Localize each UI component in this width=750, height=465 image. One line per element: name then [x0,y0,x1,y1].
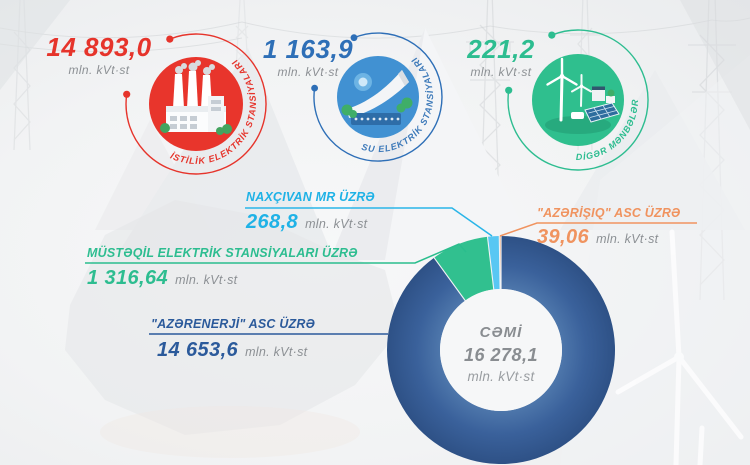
donut-center-disc [440,289,562,411]
naxcivan-leader-line [245,207,493,237]
renewables-icon [532,54,624,146]
other-unit: mln. kVt·st [470,65,532,79]
map-silhouette [65,200,400,435]
thermal-ring-arc [125,33,267,175]
thermal-value: 14 893,0 [46,32,152,62]
corner-shade-right [680,0,750,130]
hydro-value-block: 1 163,9 mln. kVt·st [260,36,356,78]
naxcivan-label: NAXÇIVAN MR ÜZRƏ [246,190,375,204]
azerenerji-unit: mln. kVt·st [245,344,308,359]
turbine-hub [674,352,684,362]
azerenerji-value: 14 653,6 [157,338,239,361]
donut-segment-azerenerji [387,236,616,465]
azerisiq-unit: mln. kVt·st [596,231,659,246]
donut-segment-mustaqil [434,236,494,301]
thermal-plant-icon [149,57,243,151]
hydro-value: 1 163,9 [262,34,354,64]
donut-total-value: 16 278,1 [463,345,539,365]
other-value-block: 221,2 mln. kVt·st [458,36,544,78]
corner-shade-left [0,0,70,90]
hydro-plant-icon [337,56,419,138]
mustaqil-leader-line [85,243,467,264]
donut-separator [498,235,501,290]
donut-total-unit: mln. kVt·st [467,369,535,384]
naxcivan-callout: NAXÇIVAN MR ÜZRƏ 268,8 mln. kVt·st [246,191,375,232]
naxcivan-value: 268,8 [246,210,299,233]
azerisiq-leader-line [499,222,697,237]
naxcivan-unit: mln. kVt·st [305,216,368,231]
wind-turbine-watermark [615,229,744,465]
mustaqil-label: MÜSTƏQİL ELEKTRİK STANSİYALARI ÜZRƏ [87,246,358,260]
hydro-unit: mln. kVt·st [277,65,339,79]
hydro-ring-arc [313,32,443,162]
other-ring-arc [507,29,649,171]
donut-segment-naxcivan [487,236,501,290]
thermal-unit: mln. kVt·st [68,63,130,77]
azerenerji-callout: "AZƏRENERJİ" ASC ÜZRƏ 14 653,6 mln. kVt·… [151,318,315,360]
callout-lines [85,207,697,335]
mustaqil-callout: MÜSTƏQİL ELEKTRİK STANSİYALARI ÜZRƏ 1 31… [87,247,358,288]
azerisiq-callout: "AZƏRİŞIQ" ASC ÜZRƏ 39,06 mln. kVt·st [537,207,681,247]
source-rings [125,29,649,175]
donut-separator [486,236,495,290]
donut-chart [387,235,616,465]
donut-total-title: CƏMİ [479,324,523,341]
other-value: 221,2 [467,34,535,64]
thermal-value-block: 14 893,0 mln. kVt·st [33,34,165,76]
azerisiq-label: "AZƏRİŞIQ" ASC ÜZRƏ [537,206,681,220]
ring-dots [123,31,556,98]
mustaqil-unit: mln. kVt·st [175,272,238,287]
donut-total: CƏMİ 16 278,1 mln. kVt·st [426,325,576,384]
azerenerji-label: "AZƏRENERJİ" ASC ÜZRƏ [151,317,316,331]
mustaqil-value: 1 316,64 [87,266,169,289]
warm-ground-tint [100,406,360,458]
donut-separator [433,256,466,302]
azerisiq-value: 39,06 [537,225,590,248]
